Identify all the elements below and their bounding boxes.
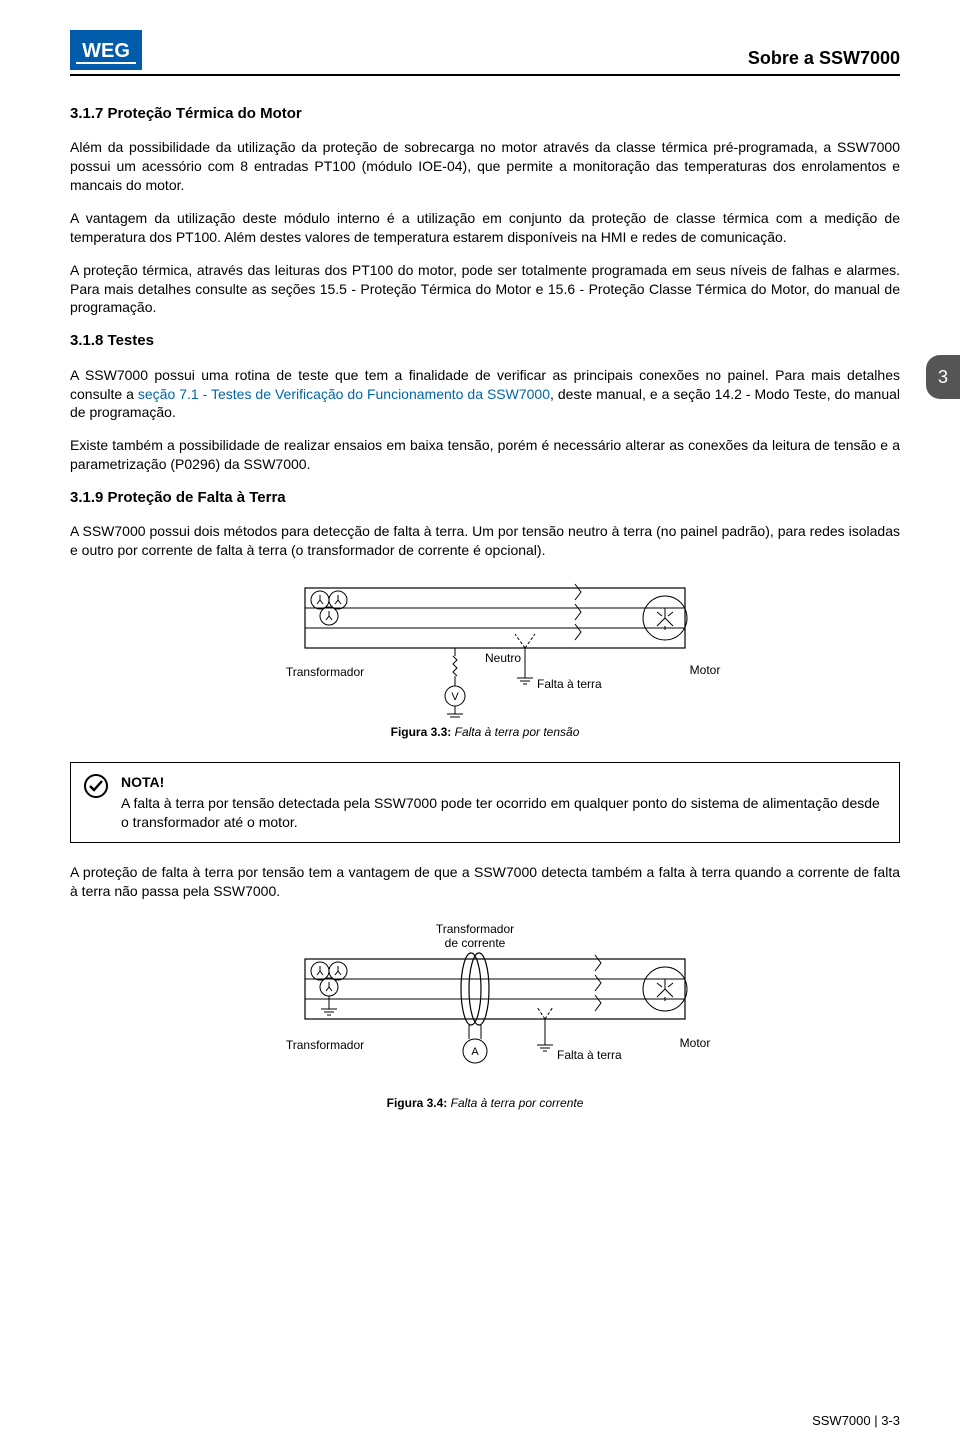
para-post-note: A proteção de falta à terra por tensão t… bbox=[70, 863, 900, 901]
figure-33: Transformador Neutro V Falta à terra Mot… bbox=[70, 578, 900, 740]
heading-318: 3.1.8 Testes bbox=[70, 331, 900, 351]
fig34-label-transformador: Transformador bbox=[286, 1038, 364, 1052]
link-section-71[interactable]: seção 7.1 - Testes de Verificação do Fun… bbox=[138, 386, 550, 402]
fig34-label-falta: Falta à terra bbox=[557, 1048, 622, 1062]
note-box: NOTA! A falta à terra por tensão detecta… bbox=[70, 762, 900, 843]
fig33-label-falta: Falta à terra bbox=[537, 677, 602, 691]
page-title: Sobre a SSW7000 bbox=[748, 46, 900, 70]
note-title: NOTA! bbox=[121, 773, 887, 792]
heading-317: 3.1.7 Proteção Térmica do Motor bbox=[70, 104, 900, 124]
logo-text: WEG bbox=[82, 40, 130, 62]
fig34-label-tc2: de corrente bbox=[445, 936, 506, 950]
fig33-cap-bold: Figura 3.3: bbox=[391, 725, 452, 739]
chapter-tab: 3 bbox=[926, 355, 960, 399]
para-317-3: A proteção térmica, através das leituras… bbox=[70, 261, 900, 318]
weg-logo: WEG bbox=[70, 30, 142, 70]
page-header: WEG Sobre a SSW7000 bbox=[70, 30, 900, 76]
heading-319: 3.1.9 Proteção de Falta à Terra bbox=[70, 488, 900, 508]
para-319-1: A SSW7000 possui dois métodos para detec… bbox=[70, 522, 900, 560]
fig33-label-v: V bbox=[451, 691, 459, 703]
figure-33-caption: Figura 3.3: Falta à terra por tensão bbox=[70, 724, 900, 740]
check-circle-icon bbox=[83, 773, 109, 799]
fig33-label-neutro: Neutro bbox=[485, 651, 521, 665]
fig34-cap-bold: Figura 3.4: bbox=[387, 1096, 448, 1110]
fig33-label-transformador: Transformador bbox=[286, 665, 364, 679]
fig34-label-tc1: Transformador bbox=[436, 922, 514, 936]
fig34-label-a: A bbox=[471, 1046, 479, 1058]
fig34-label-motor: Motor bbox=[680, 1036, 711, 1050]
para-317-1: Além da possibilidade da utilização da p… bbox=[70, 138, 900, 195]
figure-34: Transformador de corrente bbox=[70, 919, 900, 1111]
fig33-cap-italic: Falta à terra por tensão bbox=[451, 725, 579, 739]
fig34-cap-italic: Falta à terra por corrente bbox=[447, 1096, 583, 1110]
para-317-2: A vantagem da utilização deste módulo in… bbox=[70, 209, 900, 247]
note-text: A falta à terra por tensão detectada pel… bbox=[121, 794, 887, 832]
figure-34-caption: Figura 3.4: Falta à terra por corrente bbox=[70, 1095, 900, 1111]
fig33-label-motor: Motor bbox=[690, 663, 721, 677]
para-318-1: A SSW7000 possui uma rotina de teste que… bbox=[70, 366, 900, 423]
para-318-2: Existe também a possibilidade de realiza… bbox=[70, 436, 900, 474]
page-footer: SSW7000 | 3-3 bbox=[812, 1412, 900, 1430]
note-body: NOTA! A falta à terra por tensão detecta… bbox=[121, 773, 887, 832]
